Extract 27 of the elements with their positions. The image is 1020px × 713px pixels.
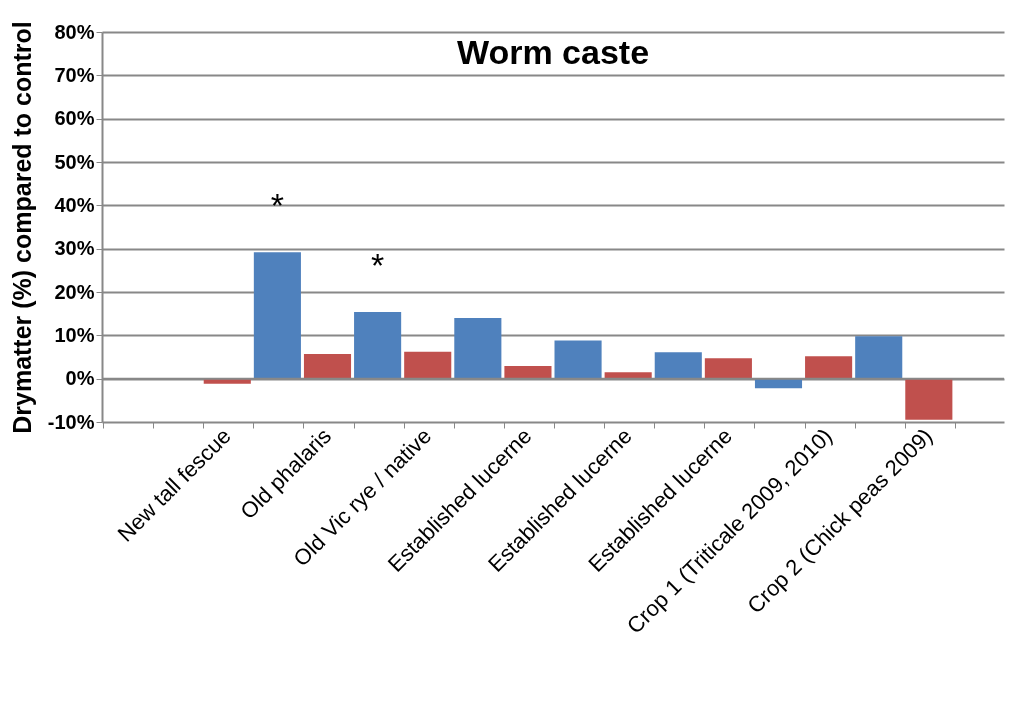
- bar: [654, 352, 702, 379]
- bar: [303, 353, 352, 379]
- y-tick-label: 20%: [54, 280, 95, 303]
- y-tick-label: 50%: [54, 150, 95, 173]
- bar: [604, 372, 652, 379]
- y-tick-label: 70%: [54, 63, 95, 86]
- annotation: *: [370, 245, 385, 284]
- bar: [704, 358, 752, 379]
- y-axis-title: Drymatter (%) compared to control: [7, 21, 36, 434]
- chart-title: Worm caste: [456, 32, 650, 71]
- y-tick-label: -10%: [47, 410, 95, 433]
- bar: [454, 318, 502, 379]
- y-tick-label: 80%: [54, 20, 95, 43]
- y-tick-label: 40%: [54, 193, 95, 216]
- bar: [855, 336, 903, 379]
- y-tick-label: 30%: [54, 237, 95, 260]
- y-tick-label: 10%: [54, 323, 95, 346]
- bar: [554, 340, 602, 379]
- y-tick-label: 60%: [54, 107, 95, 130]
- bar: [504, 366, 552, 379]
- bar: [905, 378, 953, 420]
- bar: [354, 311, 402, 379]
- bar: [253, 252, 301, 379]
- y-tick-label: 0%: [65, 367, 95, 390]
- bar: [805, 356, 853, 379]
- annotation: *: [270, 186, 285, 225]
- bar: [404, 351, 452, 379]
